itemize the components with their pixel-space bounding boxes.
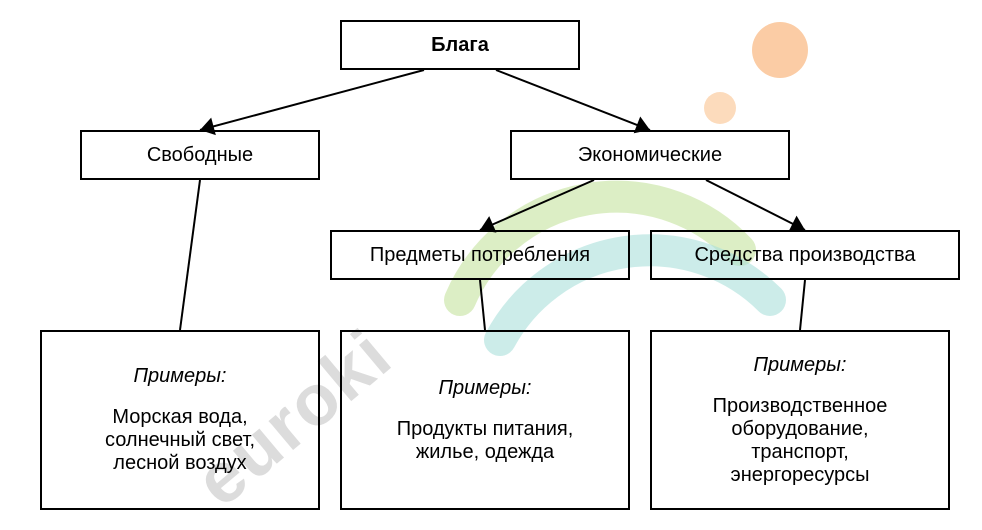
- example-means-title: Примеры:: [754, 354, 847, 377]
- example-free-body: Морская вода, солнечный свет, лесной воз…: [105, 406, 255, 475]
- diagram-canvas: euroki Блага Свободные Экономические Пре…: [0, 0, 982, 530]
- node-means-of-production: Средства производства: [650, 230, 960, 280]
- node-root: Блага: [340, 20, 580, 70]
- node-root-label: Блага: [431, 32, 489, 58]
- example-consumption-title: Примеры:: [439, 377, 532, 400]
- node-economic-label: Экономические: [578, 142, 722, 168]
- node-consumption-items: Предметы потребления: [330, 230, 630, 280]
- example-consumption-body: Продукты питания, жилье, одежда: [397, 418, 574, 464]
- node-consumption-label: Предметы потребления: [370, 242, 590, 268]
- node-means-label: Средства производства: [694, 242, 915, 268]
- node-free-label: Свободные: [147, 142, 253, 168]
- example-means-body: Производственное оборудование, транспорт…: [713, 395, 888, 487]
- node-economic: Экономические: [510, 130, 790, 180]
- example-means: Примеры: Производственное оборудование, …: [650, 330, 950, 510]
- example-free-title: Примеры:: [134, 365, 227, 388]
- node-free: Свободные: [80, 130, 320, 180]
- example-free: Примеры: Морская вода, солнечный свет, л…: [40, 330, 320, 510]
- example-consumption: Примеры: Продукты питания, жилье, одежда: [340, 330, 630, 510]
